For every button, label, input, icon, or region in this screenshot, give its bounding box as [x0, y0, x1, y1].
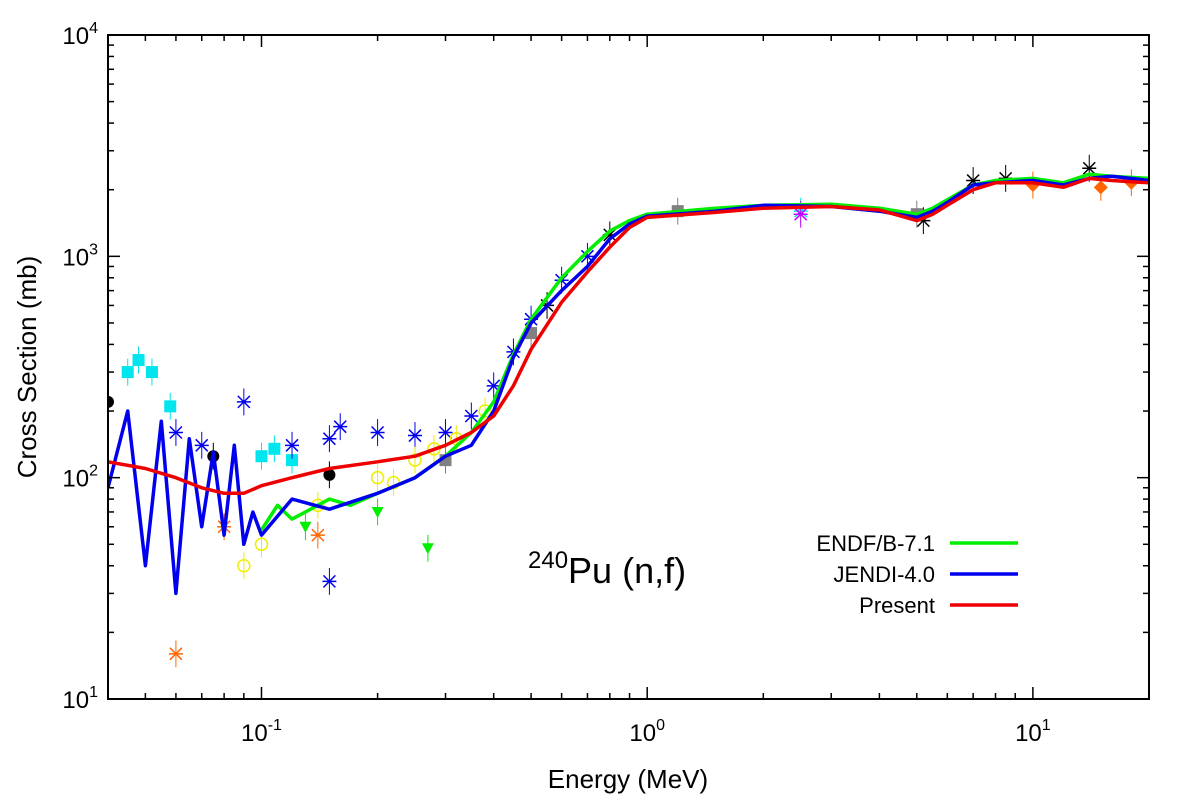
experimental-point	[237, 558, 251, 573]
experimental-point	[1093, 180, 1108, 195]
axis-ticks	[107, 34, 1150, 700]
experimental-point	[478, 404, 492, 418]
experimental-point	[108, 395, 114, 408]
experimental-point	[407, 429, 422, 443]
series-line-endf-b-7-1	[260, 172, 1149, 531]
y-tick-label-base: 10	[62, 244, 89, 271]
experimental-point	[299, 521, 312, 533]
plot-data-layer	[108, 154, 1149, 668]
experimental-point	[464, 409, 479, 423]
experimental-point	[132, 354, 145, 367]
experimental-point	[236, 395, 251, 409]
experimental-point	[168, 425, 183, 440]
x-tick-label-base: 10	[241, 720, 268, 747]
y-tick-label: 101	[62, 684, 98, 714]
x-tick-label-exponent: 0	[656, 717, 665, 734]
plot-frame	[107, 34, 1150, 700]
y-tick-label-exponent: 3	[89, 241, 98, 258]
reaction-label-mass-number: 240	[528, 547, 568, 574]
y-tick-label: 103	[62, 241, 98, 271]
experimental-point	[255, 450, 268, 463]
legend-label: JENDI-4.0	[834, 562, 935, 587]
experimental-point	[322, 432, 337, 446]
y-tick-label-base: 10	[62, 466, 89, 493]
experimental-point	[121, 366, 134, 379]
series-line-present	[108, 176, 1149, 496]
experimental-point	[254, 537, 269, 552]
experimental-point	[286, 454, 299, 467]
experimental-point	[194, 438, 209, 452]
legend: ENDF/B-7.1 JENDI-4.0 Present	[816, 531, 1018, 618]
experimental-point	[421, 543, 434, 555]
experimental-point	[145, 366, 158, 379]
legend-label: ENDF/B-7.1	[816, 531, 935, 556]
x-tick-label: 101	[1015, 717, 1051, 747]
experimental-point	[438, 425, 453, 440]
x-axis-label: Energy (MeV)	[548, 764, 708, 794]
x-tick-label-exponent: 1	[1042, 717, 1051, 734]
y-tick-label: 104	[62, 20, 98, 50]
x-tick-label: 10-1	[241, 717, 282, 747]
experimental-point	[168, 647, 183, 661]
experimental-point	[370, 470, 385, 485]
y-tick-label-exponent: 2	[89, 463, 98, 480]
y-tick-label-exponent: 4	[89, 20, 98, 37]
experimental-point	[268, 442, 281, 455]
y-tick-label: 102	[62, 463, 98, 493]
experimental-point	[310, 528, 325, 542]
experimental-point	[333, 420, 348, 434]
legend-label: Present	[859, 593, 935, 618]
experimental-point	[164, 400, 177, 413]
experimental-point	[323, 468, 336, 481]
experimental-point	[1082, 161, 1097, 175]
experimental-point	[322, 574, 337, 588]
y-axis-label: Cross Section (mb)	[12, 256, 42, 479]
y-tick-label-exponent: 1	[89, 684, 98, 701]
reaction-label: 240Pu (n,f)	[528, 547, 686, 591]
experimental-point	[793, 207, 808, 221]
y-tick-label-base: 10	[62, 23, 89, 50]
y-tick-label-base: 10	[62, 687, 89, 714]
x-tick-label-exponent: -1	[268, 717, 282, 734]
experimental-point	[408, 453, 422, 467]
series-line-jendi-4-0	[108, 174, 1149, 596]
experimental-point	[370, 425, 385, 440]
x-tick-label-base: 10	[1015, 720, 1042, 747]
experimental-point	[285, 438, 300, 452]
x-tick-label-base: 10	[629, 720, 656, 747]
experimental-point	[371, 506, 384, 518]
reaction-label-text: Pu (n,f)	[568, 550, 686, 591]
x-tick-label: 100	[629, 717, 665, 747]
